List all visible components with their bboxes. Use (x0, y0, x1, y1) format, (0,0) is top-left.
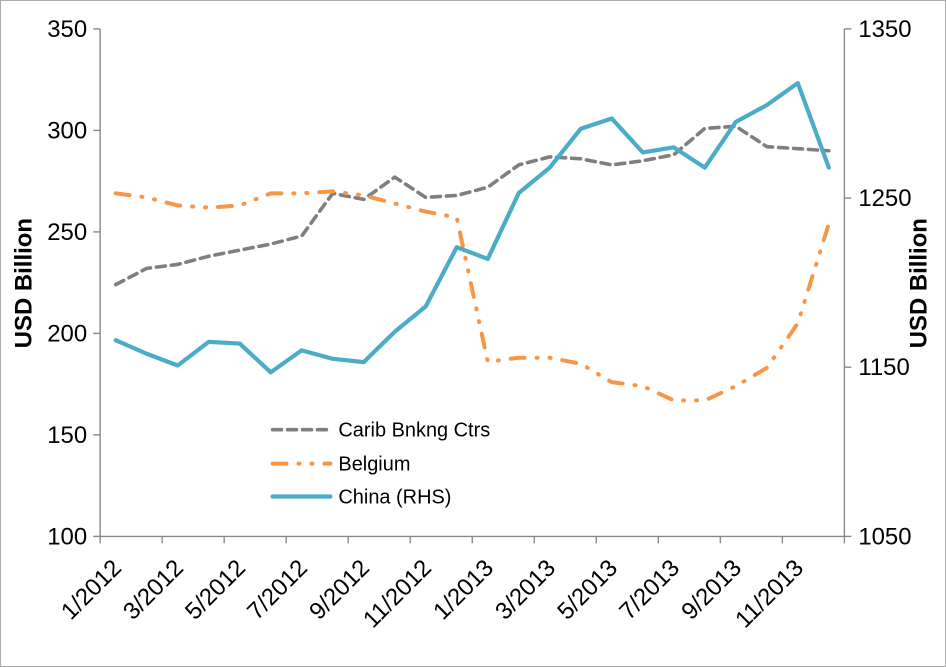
left-axis-tick-label: 350 (47, 16, 87, 43)
legend-label-3: China (RHS) (338, 486, 451, 508)
right-axis-tick-label: 1250 (858, 185, 911, 212)
x-axis-tick-label: 11/2012 (358, 554, 437, 633)
series-line-belgium (113, 189, 831, 403)
legend-label-2: Belgium (338, 454, 410, 476)
series-line-carib-bnkng-ctrs (113, 124, 831, 287)
x-axis-tick-label: 5/2013 (552, 554, 623, 625)
x-axis-tick-label: 1/2013 (428, 554, 499, 625)
left-axis-tick-label: 200 (47, 320, 87, 347)
axes-layer: 100 150 200 250 300 350 1050 1150 1250 1350 1/2012… (47, 16, 911, 633)
left-axis-tick-label: 300 (47, 117, 87, 144)
x-axis-tick-label: 1/2012 (56, 554, 127, 625)
right-axis-tick-label: 1050 (858, 523, 911, 550)
right-axis-title: USD Billion (906, 218, 933, 348)
x-axis-tick-label: 3/2013 (490, 554, 561, 625)
left-axis-tick-label: 150 (47, 422, 87, 449)
series-layer (113, 80, 831, 403)
legend: Carib Bnkng Ctrs Belgium China (RHS) (270, 420, 490, 508)
x-axis-tick-label: 5/2012 (180, 554, 251, 625)
x-axis-tick-label: 3/2012 (118, 554, 189, 625)
left-axis-tick-label: 250 (47, 219, 87, 246)
x-axis-tick-label: 7/2012 (242, 554, 313, 625)
legend-label-1: Carib Bnkng Ctrs (338, 420, 490, 442)
x-axis-tick-label: 7/2013 (614, 554, 685, 625)
series-line-china-rhs- (113, 80, 831, 375)
right-axis-tick-label: 1150 (858, 354, 909, 381)
right-axis-tick-label: 1350 (858, 16, 911, 43)
left-axis-title: USD Billion (10, 218, 37, 348)
left-axis-tick-label: 100 (47, 523, 87, 550)
x-axis-tick-label: 11/2013 (730, 554, 809, 633)
